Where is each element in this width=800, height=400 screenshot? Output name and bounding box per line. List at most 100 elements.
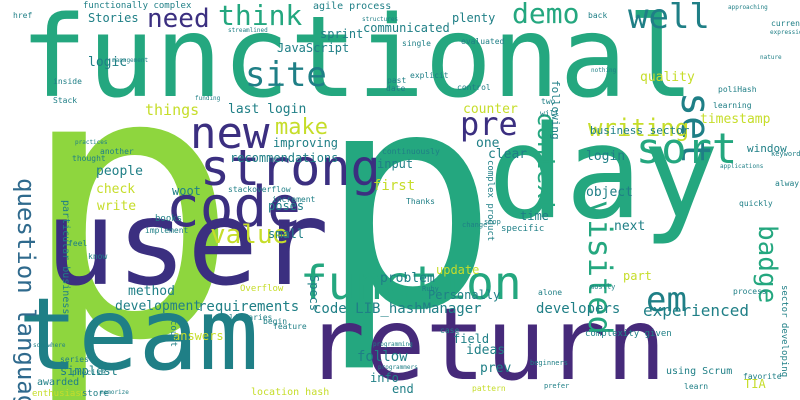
cloud-word: store <box>82 389 110 399</box>
cloud-word: write <box>97 199 137 214</box>
cloud-word: know <box>88 252 108 261</box>
cloud-word: case <box>440 326 460 335</box>
cloud-word: practices <box>75 139 108 146</box>
cloud-word: two <box>541 97 556 106</box>
cloud-word: plenty <box>452 11 496 25</box>
cloud-word: implement <box>145 226 189 235</box>
cloud-word: function <box>300 256 522 310</box>
cloud-word: window <box>747 142 787 155</box>
cloud-word: funding <box>195 95 221 102</box>
cloud-word: small <box>268 227 305 241</box>
cloud-word: day <box>488 99 720 248</box>
cloud-word: logic <box>88 55 128 70</box>
cloud-word: feature <box>273 322 307 331</box>
cloud-word: people <box>96 164 143 179</box>
cloud-word: p <box>18 0 241 400</box>
cloud-word: last login <box>228 102 307 117</box>
cloud-word: woot <box>172 184 201 198</box>
cloud-word: always <box>775 179 800 188</box>
cloud-word: particular business <box>60 200 71 315</box>
cloud-word: programming <box>373 341 413 348</box>
cloud-word: somewhere <box>33 342 66 349</box>
cloud-word: quickly <box>739 199 773 208</box>
cloud-word: location hash <box>251 387 330 398</box>
cloud-word: em <box>646 280 687 320</box>
cloud-word: expression <box>770 29 800 36</box>
cloud-word: stackoverflow <box>228 185 291 194</box>
cloud-word: make <box>275 115 328 140</box>
cloud-word: well <box>628 0 710 37</box>
cloud-word: things <box>145 101 200 119</box>
cloud-word: single <box>402 39 431 48</box>
cloud-word: using Scrum <box>666 366 733 377</box>
cloud-word: sort <box>636 124 738 173</box>
cloud-word: count <box>168 320 178 348</box>
cloud-word: poses <box>268 199 305 213</box>
cloud-word: answers <box>173 329 224 343</box>
cloud-word: specific <box>501 224 545 234</box>
cloud-word: value <box>210 220 289 250</box>
cloud-word: nothing <box>591 67 617 74</box>
cloud-word: JavaScript <box>277 41 350 55</box>
cloud-word: pre <box>460 105 518 143</box>
cloud-word: clear <box>488 147 528 162</box>
cloud-word: communicated <box>363 21 450 35</box>
cloud-word: increment <box>272 195 316 204</box>
cloud-word: one <box>476 136 500 151</box>
cloud-word: href <box>13 11 33 20</box>
cloud-word: method <box>128 284 175 299</box>
cloud-word: ideas <box>466 343 506 358</box>
cloud-word: check <box>96 182 136 197</box>
cloud-word: streamlined <box>228 27 268 34</box>
cloud-word: control <box>457 83 491 92</box>
cloud-word: explicit <box>410 71 449 80</box>
cloud-word: code <box>166 175 301 240</box>
cloud-word: agile process <box>313 1 392 12</box>
cloud-word: think <box>218 0 303 32</box>
cloud-word: books <box>155 214 183 224</box>
cloud-word: field <box>453 332 490 346</box>
cloud-word: developers <box>536 301 621 317</box>
cloud-word: Ruby <box>422 285 439 293</box>
cloud-word: return <box>305 286 667 400</box>
cloud-word: structures <box>362 16 399 23</box>
cloud-word: business sector <box>590 124 690 137</box>
cloud-word: continuously <box>382 147 440 156</box>
cloud-word: need <box>147 4 210 34</box>
cloud-word: improving <box>273 136 339 150</box>
cloud-word: inside <box>53 77 82 86</box>
cloud-word: evaluated <box>461 37 505 46</box>
cloud-word: programmers <box>378 364 418 371</box>
cloud-word: change <box>462 221 488 229</box>
cloud-word: Personally <box>428 288 501 302</box>
cloud-word: past <box>387 76 407 85</box>
cloud-word: sector developing <box>779 285 789 378</box>
cloud-word: learning <box>713 101 752 110</box>
cloud-word: date <box>386 84 406 93</box>
cloud-word: TIA <box>744 377 766 391</box>
cloud-word: applications <box>720 163 764 170</box>
cloud-word: prefer <box>544 382 570 390</box>
cloud-word: another <box>100 147 134 156</box>
cloud-word: input <box>377 157 414 171</box>
cloud-word: time <box>520 209 549 223</box>
cloud-word: info <box>370 371 399 385</box>
cloud-word: begin <box>263 317 288 326</box>
cloud-word: counter <box>463 102 518 117</box>
cloud-word: approaching <box>728 4 768 11</box>
cloud-word: enthusiasm <box>32 389 87 399</box>
cloud-word: next <box>614 219 646 234</box>
cloud-word: keywords <box>771 150 800 158</box>
cloud-word: functional <box>20 0 695 123</box>
cloud-word: demo <box>512 0 580 30</box>
cloud-word: thought <box>72 154 106 163</box>
cloud-word: complexity given <box>585 329 672 339</box>
cloud-word: recommendations <box>230 151 339 165</box>
cloud-word: management <box>112 57 149 64</box>
cloud-word: Overflow <box>240 284 284 294</box>
cloud-word: beginners <box>530 359 568 367</box>
cloud-word: timestamp <box>700 112 771 127</box>
cloud-word: favorite <box>743 372 782 381</box>
cloud-word: memorize <box>100 389 129 396</box>
